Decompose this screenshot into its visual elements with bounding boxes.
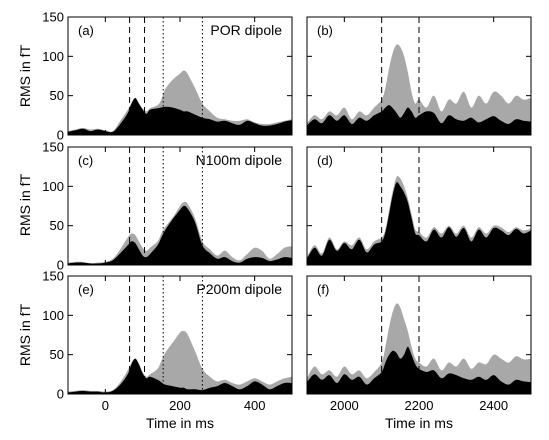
ytick-label-0-c: 0 (57, 258, 64, 273)
ytick-label-150-e: 150 (42, 269, 64, 284)
ylabel-row-2: RMS in fT (17, 173, 33, 236)
panel-d: (d) (306, 146, 532, 266)
panel-f: 2000 2200 2400 (f) (306, 275, 532, 413)
panel-title-e: P200m dipole (196, 281, 282, 297)
ytick-label-0-e: 0 (57, 387, 64, 402)
series-area-gray-b (307, 44, 531, 135)
ytick-label-100-a: 100 (42, 49, 64, 64)
panel-title-a: POR dipole (210, 22, 282, 38)
plot-area-c (68, 147, 292, 265)
series-area-gray-e (68, 330, 292, 394)
ytick-label-50-a: 50 (50, 88, 64, 103)
series-area-black-e (68, 358, 292, 394)
series-area-black-c (68, 205, 292, 265)
series-area-gray-a (68, 70, 292, 135)
plot-area-d (307, 147, 531, 265)
xlabel-left: Time in ms (146, 415, 214, 431)
panel-label-a: (a) (78, 23, 94, 38)
plot-area-f (307, 276, 531, 394)
xtick-label-400-e: 400 (244, 398, 266, 413)
plot-area-e (68, 276, 292, 394)
panel-b: (b) (306, 16, 532, 136)
ytick-label-150-a: 150 (42, 10, 64, 25)
panel-label-f: (f) (317, 282, 329, 297)
xtick-label-2200-f: 2200 (405, 398, 434, 413)
ytick-label-0-a: 0 (57, 128, 64, 143)
panel-e: 0 50 100 150 0 200 400 (e) P200m dipole (42, 269, 293, 413)
panel-label-e: (e) (78, 282, 94, 297)
series-area-black-a (68, 98, 292, 135)
panel-label-b: (b) (317, 23, 333, 38)
panel-label-c: (c) (78, 153, 93, 168)
panel-label-d: (d) (317, 153, 333, 168)
xlabel-right: Time in ms (385, 415, 453, 431)
xtick-label-2000-f: 2000 (330, 398, 359, 413)
xtick-label-0-e: 0 (102, 398, 109, 413)
ylabel-row-3: RMS in fT (17, 303, 33, 366)
plot-area-b (307, 17, 531, 135)
series-area-gray-f (307, 303, 531, 394)
ytick-label-50-e: 50 (50, 347, 64, 362)
plot-area-a (68, 17, 292, 135)
panel-title-c: N100m dipole (196, 152, 283, 168)
panel-c: 0 50 100 150 (c) N100m dipole (42, 140, 293, 273)
panel-a: 0 50 100 150 (a) POR dipole (42, 10, 293, 143)
ytick-label-150-c: 150 (42, 140, 64, 155)
series-area-black-d (307, 182, 531, 265)
ylabel-row-1: RMS in fT (17, 44, 33, 107)
xtick-label-200-e: 200 (169, 398, 191, 413)
panels-group: 0 50 100 150 (a) POR dipole (b) 0 50 100 150 (c) N10… (42, 10, 532, 413)
ytick-label-100-c: 100 (42, 179, 64, 194)
ytick-label-100-e: 100 (42, 308, 64, 323)
ytick-label-50-c: 50 (50, 218, 64, 233)
xtick-label-2400-f: 2400 (479, 398, 508, 413)
